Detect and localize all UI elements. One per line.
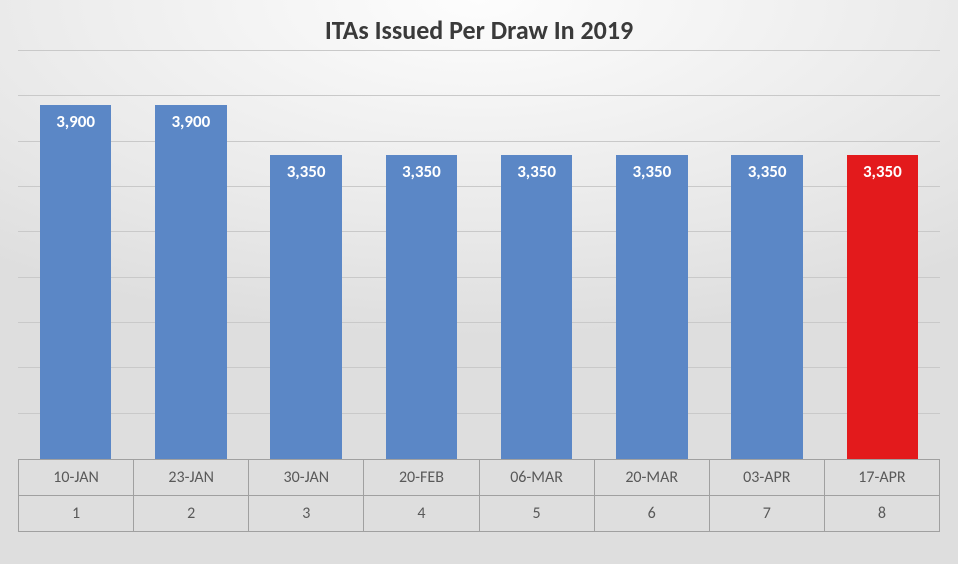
bar-value-label: 3,350 bbox=[386, 161, 457, 182]
plot-area: 3,900 3,900 3,350 3,350 3,350 3,350 3,350 3,350 bbox=[18, 52, 940, 460]
chart-title: ITAs Issued Per Draw In 2019 bbox=[0, 0, 958, 52]
bar: 3,350 bbox=[847, 155, 918, 459]
x-axis-cell: 10-JAN bbox=[19, 460, 134, 495]
bar-slot: 3,350 bbox=[479, 52, 594, 459]
x-axis-cell: 3 bbox=[249, 496, 364, 531]
x-axis-cell: 23-JAN bbox=[134, 460, 249, 495]
x-axis-cell: 5 bbox=[480, 496, 595, 531]
plot-frame: 3,900 3,900 3,350 3,350 3,350 3,350 3,350 3,350… bbox=[18, 52, 940, 532]
bar-slot: 3,900 bbox=[133, 52, 248, 459]
x-axis-cell: 20-MAR bbox=[595, 460, 710, 495]
bar: 3,350 bbox=[501, 155, 572, 459]
bar-slot: 3,350 bbox=[364, 52, 479, 459]
x-axis-cell: 8 bbox=[825, 496, 939, 531]
bar-slot: 3,350 bbox=[710, 52, 825, 459]
bar-value-label: 3,900 bbox=[40, 111, 111, 132]
x-axis-cell: 4 bbox=[364, 496, 479, 531]
bar-value-label: 3,350 bbox=[501, 161, 572, 182]
bar-slot: 3,350 bbox=[249, 52, 364, 459]
bar-value-label: 3,350 bbox=[270, 161, 341, 182]
bar-value-label: 3,900 bbox=[155, 111, 226, 132]
x-axis-indices: 12345678 bbox=[18, 496, 940, 532]
bar-value-label: 3,350 bbox=[731, 161, 802, 182]
x-axis-cell: 03-APR bbox=[710, 460, 825, 495]
bar: 3,900 bbox=[40, 105, 111, 459]
bar: 3,900 bbox=[155, 105, 226, 459]
bar-group: 3,900 3,900 3,350 3,350 3,350 3,350 3,350 3,350 bbox=[18, 52, 940, 459]
bar: 3,350 bbox=[386, 155, 457, 459]
bar-value-label: 3,350 bbox=[616, 161, 687, 182]
x-axis-cell: 7 bbox=[710, 496, 825, 531]
x-axis-cell: 17-APR bbox=[825, 460, 939, 495]
gridline bbox=[18, 50, 940, 51]
x-axis-dates: 10-JAN23-JAN30-JAN20-FEB06-MAR20-MAR03-A… bbox=[18, 460, 940, 496]
x-axis-cell: 2 bbox=[134, 496, 249, 531]
x-axis-cell: 30-JAN bbox=[249, 460, 364, 495]
bar-slot: 3,900 bbox=[18, 52, 133, 459]
bar: 3,350 bbox=[616, 155, 687, 459]
x-axis-cell: 6 bbox=[595, 496, 710, 531]
bar-slot: 3,350 bbox=[594, 52, 709, 459]
x-axis-cell: 20-FEB bbox=[364, 460, 479, 495]
x-axis-cell: 1 bbox=[19, 496, 134, 531]
bar: 3,350 bbox=[270, 155, 341, 459]
bar-value-label: 3,350 bbox=[847, 161, 918, 182]
bar: 3,350 bbox=[731, 155, 802, 459]
x-axis-cell: 06-MAR bbox=[480, 460, 595, 495]
bar-slot: 3,350 bbox=[825, 52, 940, 459]
